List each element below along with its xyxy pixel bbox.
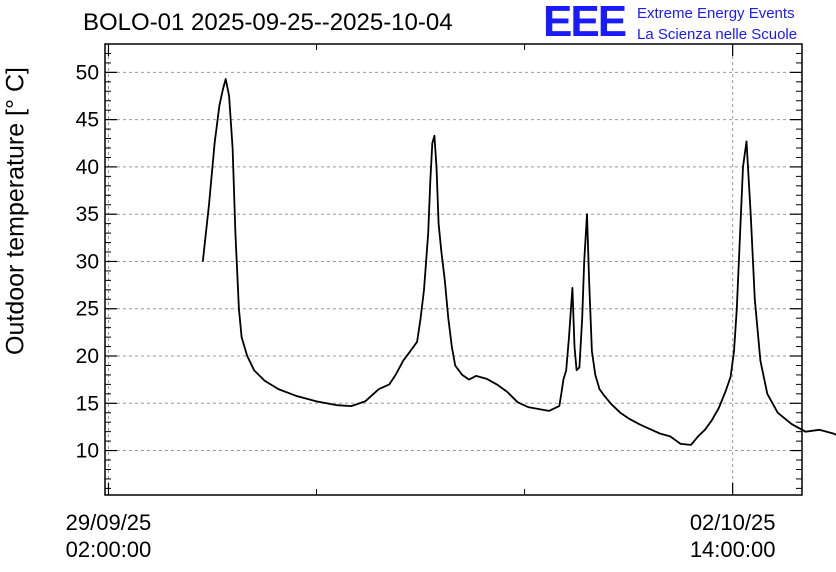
logo-text-line1: Extreme Energy Events [637,5,795,22]
y-tick-label: 10 [76,440,99,463]
y-tick-label: 50 [76,61,99,84]
chart-title: BOLO-01 2025-09-25--2025-10-04 [83,9,453,36]
y-tick-label: 30 [76,250,99,273]
eee-logo: EEE Extreme Energy Events La Scienza nel… [543,0,833,46]
y-tick-label: 35 [76,203,99,226]
x-tick-label-time: 02:00:00 [66,537,152,562]
x-tick-label-time: 14:00:00 [690,537,776,562]
temperature-series-line [201,78,836,446]
axis-ticks [105,43,802,495]
x-tick-label-date: 29/09/25 [66,510,152,535]
y-tick-label: 45 [76,109,99,132]
logo-mark: EEE [543,0,627,46]
y-tick-label: 25 [76,298,99,321]
y-tick-label: 20 [76,345,99,368]
grid [105,44,802,495]
x-tick-label-date: 02/10/25 [690,510,776,535]
plot-frame [104,43,803,496]
y-tick-label: 40 [76,156,99,179]
logo-text-line2: La Scienza nelle Scuole [637,26,798,43]
y-tick-labels: 10 15 20 25 30 35 40 45 50 [76,61,99,462]
y-tick-label: 15 [76,392,99,415]
